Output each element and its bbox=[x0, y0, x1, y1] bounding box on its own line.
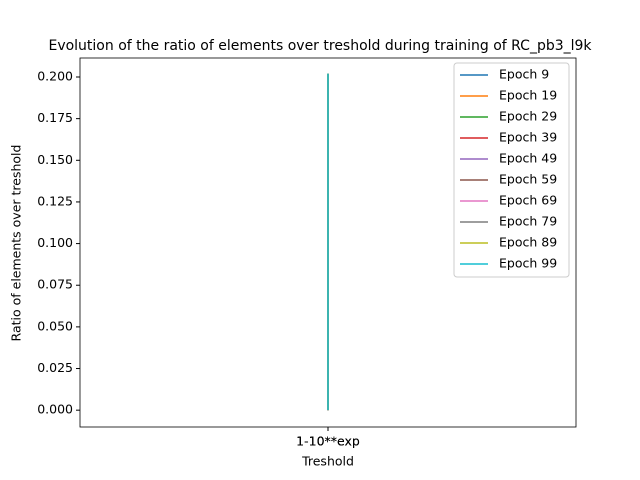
y-tick-label: 0.200 bbox=[37, 68, 73, 83]
plot-frame bbox=[79, 57, 577, 428]
legend-label: Epoch 59 bbox=[499, 172, 557, 187]
y-tick-label: 0.125 bbox=[37, 193, 73, 208]
x-axis-label: Treshold bbox=[301, 454, 354, 469]
x-tick-label: 1-10**exp bbox=[296, 434, 360, 449]
y-tick-label: 0.150 bbox=[37, 152, 73, 167]
legend-label: Epoch 19 bbox=[499, 88, 557, 103]
y-tick-label: 0.050 bbox=[37, 318, 73, 333]
legend-label: Epoch 69 bbox=[499, 193, 557, 208]
legend-label: Epoch 39 bbox=[499, 130, 557, 145]
chart-title: Evolution of the ratio of elements over … bbox=[48, 38, 592, 54]
legend-label: Epoch 89 bbox=[499, 235, 557, 250]
y-tick-label: 0.100 bbox=[37, 235, 73, 250]
legend-label: Epoch 79 bbox=[499, 214, 557, 229]
x-tick-label: 1-10**exp bbox=[296, 434, 360, 449]
y-tick-label: 0.025 bbox=[37, 360, 73, 375]
legend-label: Epoch 99 bbox=[499, 256, 557, 271]
y-tick-label: 0.000 bbox=[37, 402, 73, 417]
y-tick-label: 0.175 bbox=[37, 110, 73, 125]
y-axis-label: Ratio of elements over treshold bbox=[9, 145, 24, 342]
legend-label: Epoch 29 bbox=[499, 109, 557, 124]
legend-label: Epoch 9 bbox=[499, 67, 549, 82]
legend-label: Epoch 49 bbox=[499, 151, 557, 166]
y-tick-label: 0.075 bbox=[37, 277, 73, 292]
